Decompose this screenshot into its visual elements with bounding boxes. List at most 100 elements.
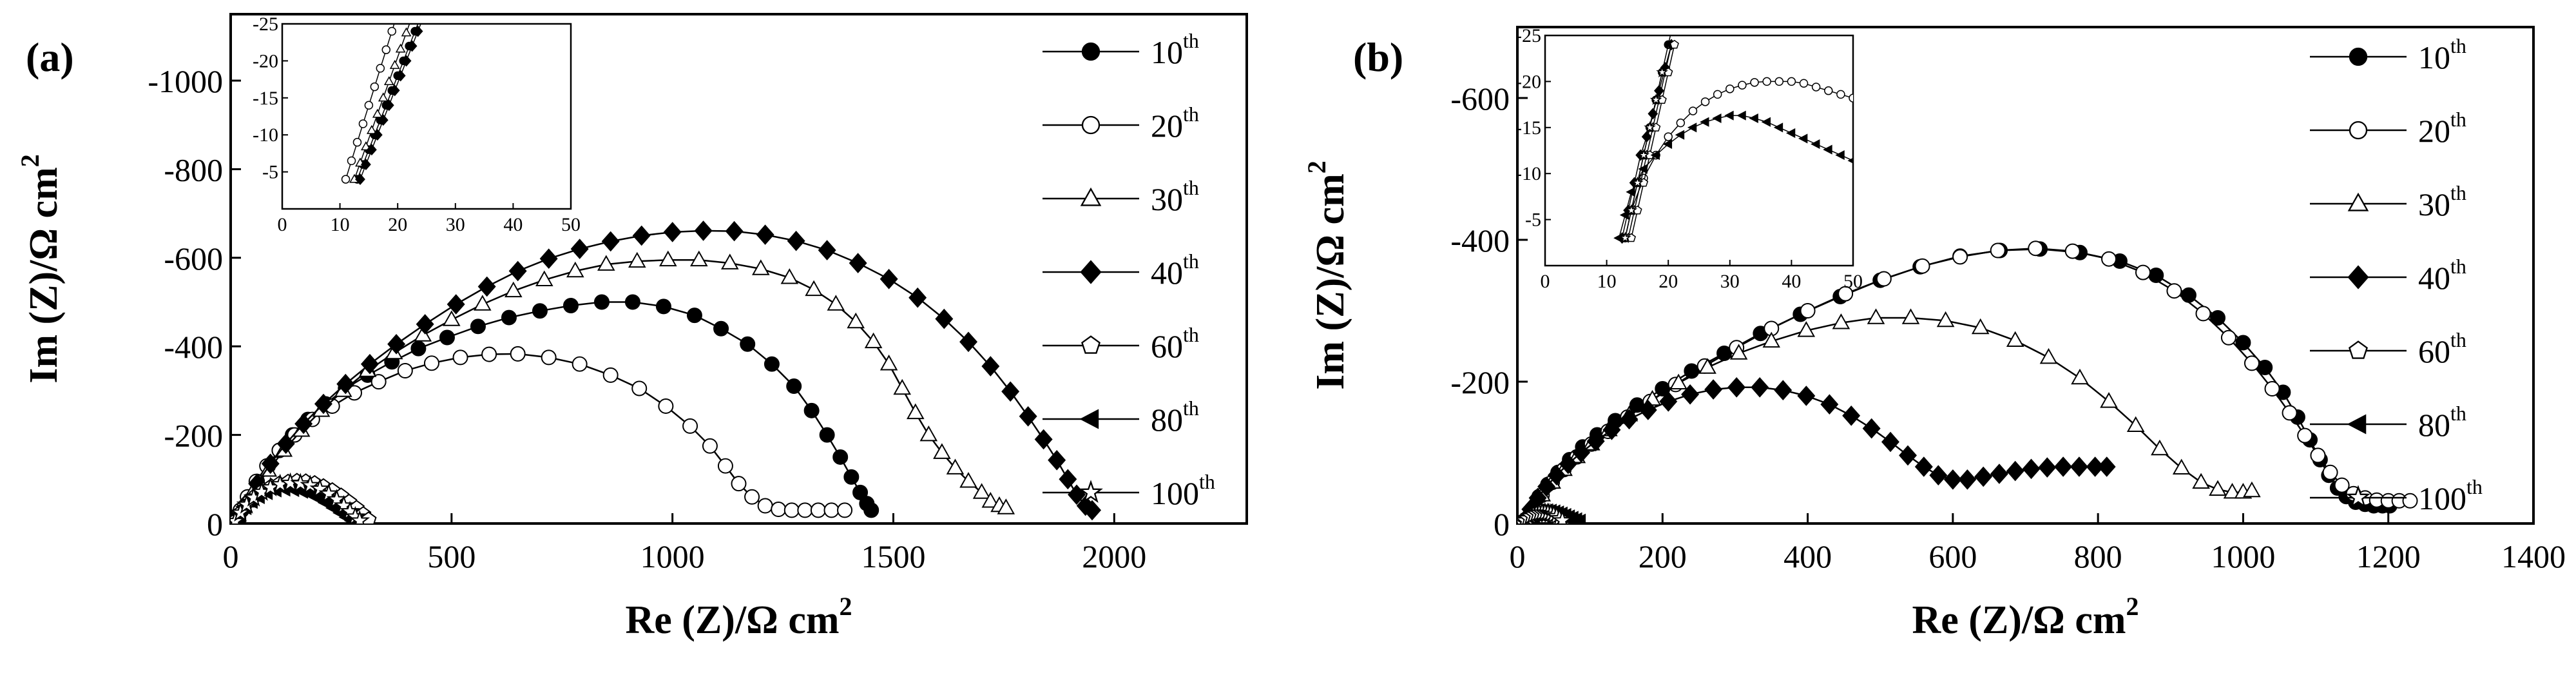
data-point [541, 349, 557, 366]
y-tick-label: -600 [1450, 81, 1510, 117]
x-axis-title-sup: 2 [839, 592, 852, 621]
inset-x-tick-label: 30 [446, 214, 465, 235]
data-point [959, 331, 978, 353]
inset-series-100 [1619, 66, 1669, 244]
data-point [757, 498, 773, 514]
data-point [682, 418, 698, 434]
data-point [935, 308, 954, 329]
data-point [1842, 406, 1861, 426]
data-point [439, 329, 455, 346]
data-point [2192, 473, 2210, 489]
legend-label: 10th [2418, 34, 2466, 75]
inset-data-point [1675, 130, 1685, 140]
inset-data-point [407, 40, 418, 52]
data-point [2209, 480, 2227, 496]
data-point [2322, 464, 2338, 480]
inset-y-tick-label: -10 [253, 124, 278, 146]
data-point [1971, 318, 1990, 335]
data-point [797, 502, 813, 518]
data-point [410, 340, 427, 357]
data-point [1537, 476, 1556, 497]
legend-item-80th: 80th [1043, 396, 1199, 438]
data-point [1943, 469, 1962, 490]
data-point [1936, 311, 1955, 328]
data-point [562, 298, 579, 314]
data-point [443, 310, 461, 326]
data-point [2151, 439, 2169, 456]
inset-data-point [389, 84, 400, 97]
y-tick-label: 0 [207, 506, 223, 542]
data-point [1990, 464, 2008, 484]
legend-item-100th: 100th [1043, 470, 1215, 511]
data-point [1762, 331, 1780, 348]
legend-label: 40th [1151, 249, 1199, 291]
x-tick-label: 0 [223, 538, 239, 574]
data-point [447, 294, 465, 315]
inset-data-point [381, 45, 391, 54]
y-axis-title-sup: 2 [15, 154, 44, 167]
legend-marker [1081, 335, 1101, 354]
y-tick-label: -800 [164, 152, 223, 188]
data-point [786, 378, 802, 395]
data-point [2282, 405, 2298, 421]
inset-series-20 [341, 24, 396, 184]
data-point [2172, 458, 2191, 474]
inset-data-point [383, 76, 394, 86]
data-point [294, 413, 313, 435]
inset-data-point [1836, 90, 1845, 99]
data-point [2402, 493, 2418, 509]
inset-data-point [1750, 78, 1759, 87]
data-point [663, 222, 682, 242]
inset-data-point [1749, 113, 1758, 124]
data-point [276, 433, 295, 455]
y-tick-label: 0 [1494, 506, 1510, 542]
panel-b: 0 200 400 600 800 1000 1200 14000-200-400-600Re… [1302, 25, 2566, 642]
inset-x-tick-label: 0 [1541, 271, 1550, 292]
data-point [1797, 386, 1816, 406]
data-point [2097, 456, 2116, 477]
data-point [2220, 329, 2236, 346]
legend: 10th 20th 30th 40th 60th 80th 100th [2310, 34, 2483, 516]
data-point [539, 248, 558, 269]
data-point [805, 280, 823, 297]
data-point [810, 502, 826, 518]
data-point [2243, 481, 2261, 498]
data-point [535, 270, 553, 286]
data-point [572, 356, 588, 372]
data-point [601, 231, 620, 252]
data-point [659, 250, 677, 267]
inset-y-tick-label: -10 [1515, 163, 1541, 184]
inset-series-line [1628, 44, 1672, 239]
data-point [1659, 391, 1678, 412]
data-point [231, 502, 251, 522]
inset-data-point [341, 175, 351, 184]
data-point [2070, 456, 2088, 477]
inset-data-point [358, 119, 368, 128]
legend-item-60th: 60th [1043, 323, 1199, 364]
data-point [1881, 431, 1899, 453]
data-point [416, 314, 434, 335]
inset-data-point [1700, 97, 1710, 106]
inset-data-point [1798, 133, 1808, 144]
data-point [879, 269, 898, 289]
data-point [1914, 456, 1933, 477]
data-point [300, 474, 321, 494]
inset-series-20 [1620, 77, 1853, 242]
inset-data-point [1700, 117, 1709, 127]
data-point [532, 303, 548, 319]
data-point [2135, 264, 2151, 280]
legend-label-sup: th [2450, 255, 2466, 278]
data-point [655, 298, 671, 315]
data-point [837, 502, 853, 518]
data-point [1019, 406, 1037, 427]
data-point [2297, 427, 2313, 444]
inset-data-point [360, 159, 371, 171]
data-point [783, 502, 800, 518]
legend-marker [2346, 485, 2370, 508]
data-point [2244, 355, 2260, 371]
inset-data-point [372, 129, 383, 141]
data-point [474, 295, 492, 311]
inset-data-point [1676, 118, 1686, 128]
legend-marker [2347, 265, 2369, 289]
